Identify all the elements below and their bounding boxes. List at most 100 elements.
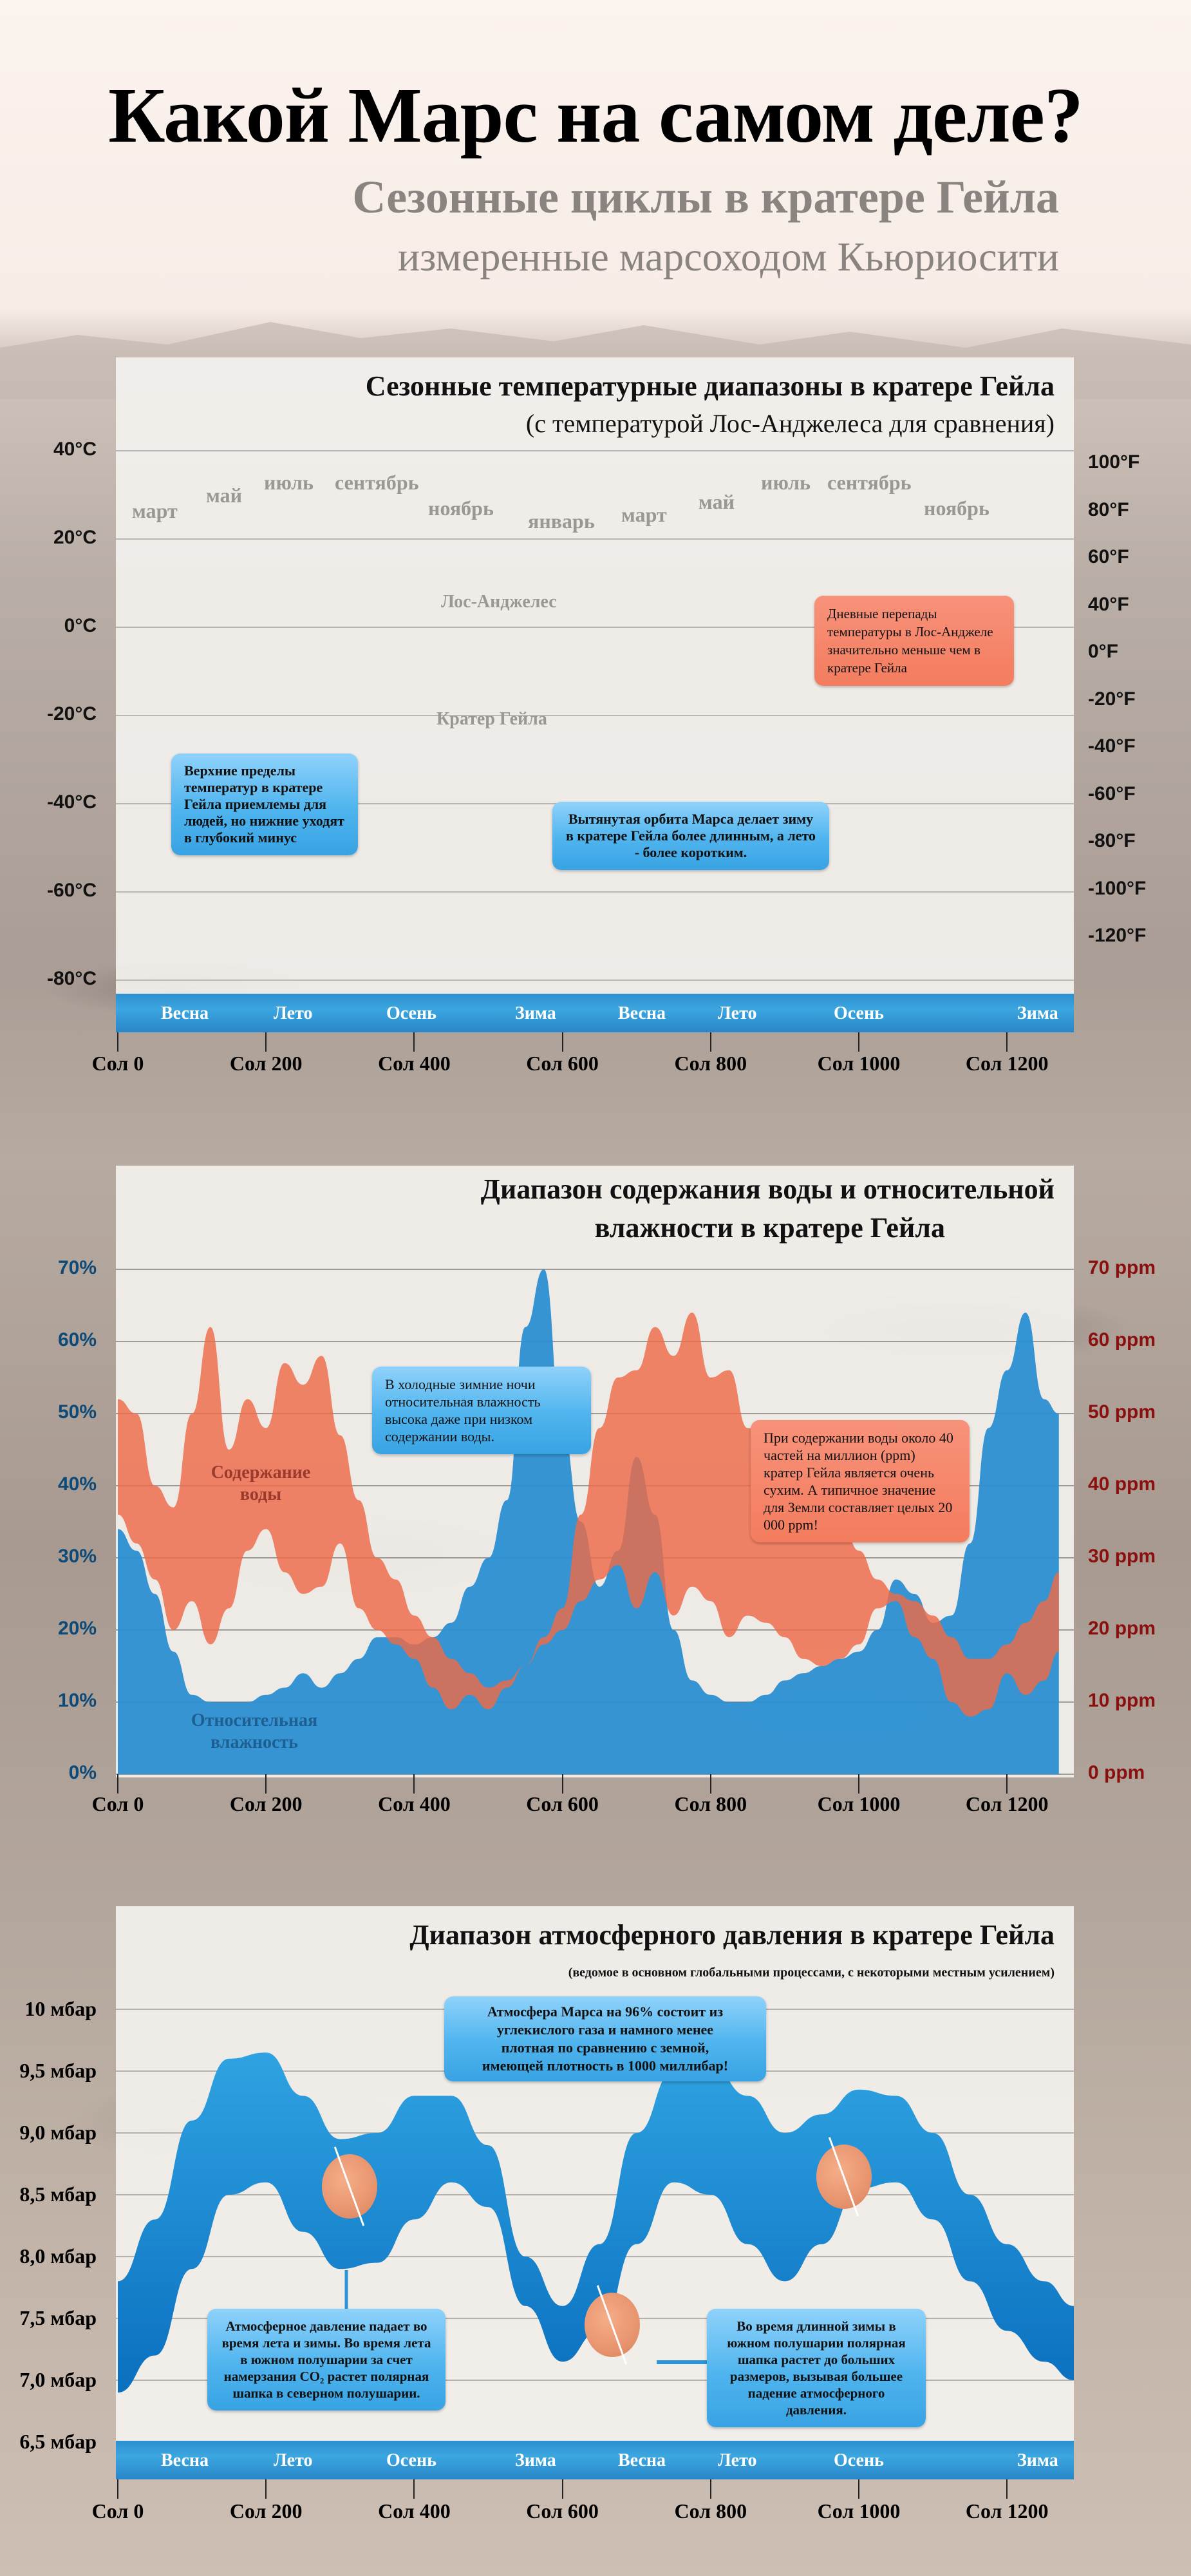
y-tick-label-ppm: 30 ppm	[1088, 1546, 1156, 1567]
y-tick-label-fahrenheit: -120°F	[1088, 925, 1147, 946]
y-tick-label-percent: 50%	[57, 1401, 97, 1423]
y-tick-label-fahrenheit: -100°F	[1088, 877, 1147, 899]
season-label: Лето	[274, 1003, 313, 1023]
season-label: Осень	[834, 2450, 884, 2470]
x-tick-label: Сол 1000	[817, 2499, 901, 2523]
y-tick-label-mbar: 9,0 мбар	[19, 2121, 97, 2144]
y-tick-label-celsius: 40°C	[53, 439, 97, 460]
x-tick	[709, 1774, 711, 1794]
x-tick-label: Сол 400	[378, 2499, 451, 2523]
x-tick-label: Сол 600	[526, 1052, 599, 1075]
y-tick-label-ppm: 20 ppm	[1088, 1618, 1156, 1639]
x-tick	[858, 2479, 859, 2499]
y-tick-label-mbar: 6,5 мбар	[19, 2430, 97, 2453]
callout-gale-upper-limits: Верхние пределы температур в кратере Гей…	[171, 753, 358, 855]
y-tick-label-mbar: 8,0 мбар	[19, 2244, 97, 2268]
y-tick-label-fahrenheit: -20°F	[1088, 688, 1136, 710]
season-label: Весна	[618, 2450, 666, 2470]
x-tick-label: Сол 0	[91, 1052, 144, 1075]
season-label: Зима	[515, 2450, 556, 2470]
y-tick-label-celsius: 0°C	[64, 615, 97, 636]
callout-summer-pressure-drop: Атмосферное давление падает во время лет…	[207, 2309, 445, 2410]
season-label: Зима	[1017, 1003, 1058, 1023]
series-label-humidity: Относительная влажность	[191, 1710, 318, 1752]
x-tick	[1006, 2479, 1008, 2499]
y-tick-label-celsius: -60°C	[46, 880, 97, 901]
humidity-area	[118, 1269, 1059, 1774]
x-tick-label: Сол 1200	[965, 1792, 1049, 1815]
y-tick-label-percent: 40%	[57, 1473, 97, 1495]
y-tick-label-ppm: 50 ppm	[1088, 1401, 1156, 1423]
x-tick-label: Сол 1000	[817, 1052, 901, 1075]
x-tick-label: Сол 0	[91, 2499, 144, 2523]
x-tick	[265, 2479, 267, 2499]
x-tick	[1006, 1032, 1008, 1052]
x-tick	[265, 1774, 267, 1794]
x-tick-label: Сол 800	[674, 1792, 747, 1815]
y-tick-label-fahrenheit: -40°F	[1088, 735, 1136, 757]
y-tick-label-celsius: -40°C	[46, 791, 97, 813]
season-label: Осень	[834, 1003, 884, 1023]
mars-planet-icon	[816, 2137, 872, 2217]
y-tick-label-ppm: 40 ppm	[1088, 1473, 1156, 1495]
season-label: Зима	[515, 1003, 556, 1023]
x-tick	[561, 1032, 563, 1052]
x-tick-label: Сол 800	[674, 2499, 747, 2523]
x-tick	[858, 1774, 859, 1794]
y-tick-label-fahrenheit: 40°F	[1088, 593, 1129, 615]
x-tick-label: Сол 200	[229, 2499, 303, 2523]
x-tick-label: Сол 400	[378, 1052, 451, 1075]
x-tick	[117, 2479, 118, 2499]
month-label: май	[206, 484, 243, 507]
y-tick-label-celsius: 20°C	[53, 527, 97, 548]
series-label-gale: Кратер Гейла	[436, 709, 547, 729]
y-tick-label-ppm: 60 ppm	[1088, 1329, 1156, 1350]
month-label: июль	[264, 471, 314, 494]
callout-elliptical-orbit: Вытянутая орбита Марса делает зиму в кра…	[552, 802, 829, 870]
page-subtitle: Сезонные циклы в кратере Гейла	[352, 171, 1059, 223]
y-tick-label-percent: 0%	[68, 1762, 97, 1783]
month-label: март	[621, 503, 667, 526]
season-label: Весна	[161, 2450, 209, 2470]
y-tick-label-fahrenheit: 0°F	[1088, 641, 1119, 662]
water-chart-title-line2: влажности в кратере Гейла	[594, 1212, 945, 1244]
mars-planet-icon	[585, 2285, 640, 2365]
y-tick-label-ppm: 0 ppm	[1088, 1762, 1145, 1783]
season-band-pressure: Весна Лето Осень Зима Весна Лето Осень Зима	[116, 2441, 1074, 2479]
pressure-chart-subtitle: (ведомое в основном глобальными процесса…	[568, 1965, 1055, 1980]
x-tick-label: Сол 400	[378, 1792, 451, 1815]
month-label: май	[699, 490, 735, 513]
season-label: Весна	[618, 1003, 666, 1023]
callout-dry-crater: При содержании воды около 40 частей на м…	[751, 1420, 970, 1542]
y-tick-label-percent: 70%	[57, 1257, 97, 1278]
x-tick-label: Сол 1200	[965, 1052, 1049, 1075]
x-tick	[561, 2479, 563, 2499]
x-tick	[709, 1032, 711, 1052]
y-tick-label-fahrenheit: -80°F	[1088, 830, 1136, 851]
x-tick	[1006, 1774, 1008, 1794]
season-label: Осень	[386, 2450, 436, 2470]
season-label: Осень	[386, 1003, 436, 1023]
temperature-chart-subtitle: (с температурой Лос-Анджелеса для сравне…	[525, 409, 1055, 438]
x-tick-label: Сол 1200	[965, 2499, 1049, 2523]
y-tick-label-mbar: 8,5 мбар	[19, 2183, 97, 2206]
season-label: Лето	[274, 2450, 313, 2470]
x-tick-label: Сол 800	[674, 1052, 747, 1075]
pressure-band	[118, 2052, 1074, 2393]
callout-la-daily-range: Дневные перепады температуры в Лос-Андже…	[814, 596, 1014, 686]
x-tick-label: Сол 200	[229, 1052, 303, 1075]
x-tick	[413, 1032, 415, 1052]
callout-winter-pressure-drop: Во время длинной зимы в южном полушарии …	[707, 2309, 926, 2427]
x-tick	[117, 1032, 118, 1052]
mars-planet-icon	[322, 2146, 377, 2226]
x-tick	[413, 2479, 415, 2499]
pressure-chart-title: Диапазон атмосферного давления в кратере…	[409, 1919, 1055, 1951]
water-chart-title-line1: Диапазон содержания воды и относительной	[480, 1173, 1055, 1205]
y-tick-label-mbar: 7,0 мбар	[19, 2368, 97, 2391]
series-label-la: Лос-Анджелес	[441, 592, 557, 612]
x-tick-label: Сол 200	[229, 1792, 303, 1815]
callout-co2-atmosphere: Атмосфера Марса на 96% состоит из углеки…	[444, 1996, 766, 2081]
